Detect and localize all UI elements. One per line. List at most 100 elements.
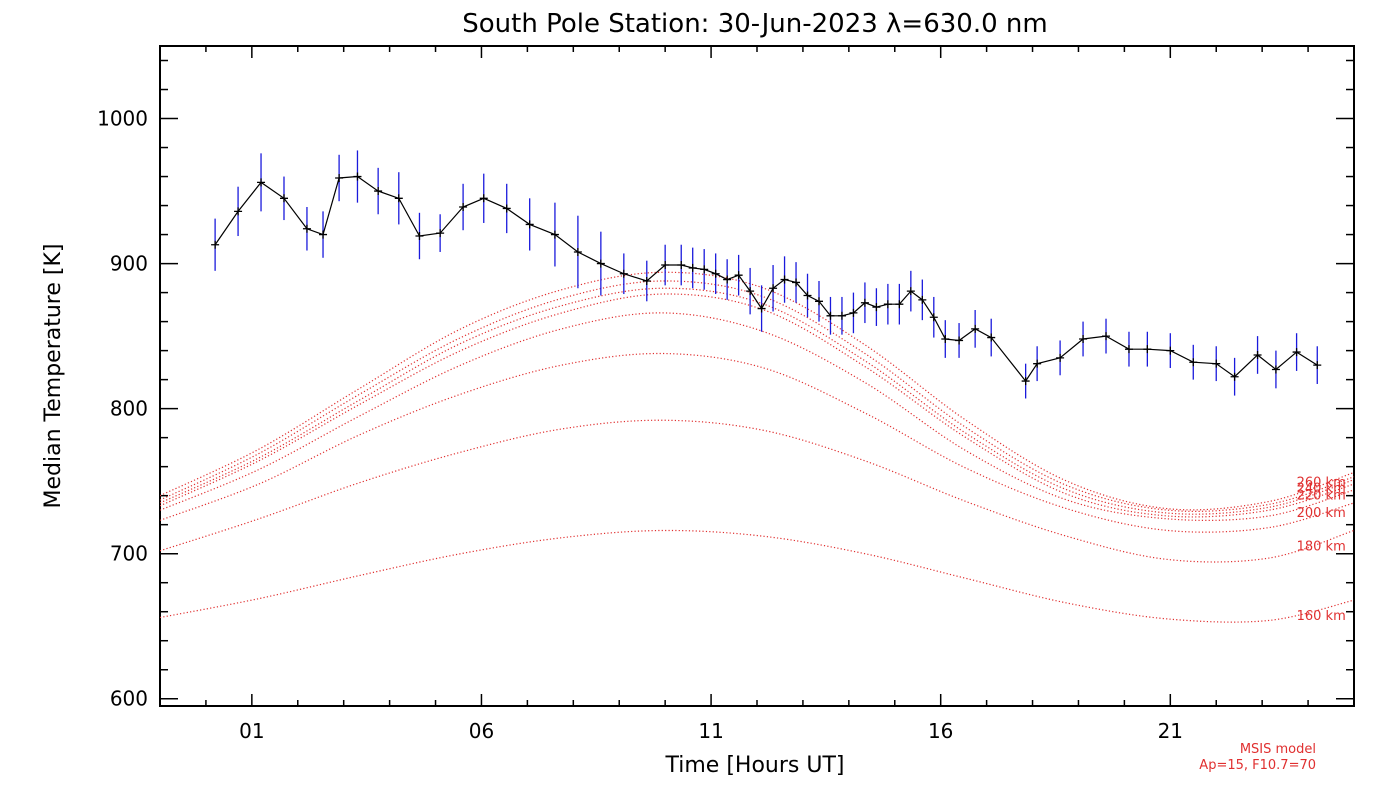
y-tick-label: 1000 — [97, 107, 148, 131]
axis-ticks — [159, 46, 1355, 706]
measurement-point — [677, 261, 686, 270]
measurement-point — [319, 230, 328, 239]
measurement-point — [573, 247, 582, 256]
measurement-point — [502, 204, 511, 213]
msis-curve — [160, 280, 1354, 512]
measurement-point — [918, 295, 927, 304]
measurement-point — [257, 178, 266, 187]
measurement-point — [826, 311, 835, 320]
x-tick-label: 11 — [698, 719, 723, 743]
msis-model-curves — [160, 271, 1354, 623]
measurement-point — [1271, 365, 1280, 374]
measurement-point — [1230, 372, 1239, 381]
measurement-point — [746, 287, 755, 296]
measurement-point — [642, 276, 651, 285]
x-axis-title: Time [Hours UT] — [665, 753, 845, 778]
msis-curve-label: 200 km — [1297, 506, 1346, 521]
x-tick-label: 06 — [469, 719, 494, 743]
measurement-point — [234, 207, 243, 216]
measurement-point — [1143, 345, 1152, 354]
measurement-point — [769, 284, 778, 293]
y-tick-labels: 600 700 800 900 1000 — [97, 107, 148, 711]
measurement-point — [780, 275, 789, 284]
measurement-point — [1189, 358, 1198, 367]
measurement-point — [661, 261, 670, 270]
measurement-point — [1124, 345, 1133, 354]
measurement-point — [459, 203, 468, 212]
msis-curve-label: 220 km — [1297, 489, 1346, 504]
measurement-point — [415, 232, 424, 241]
measurement-point — [849, 308, 858, 317]
y-tick-label: 600 — [110, 687, 148, 711]
measurement-point — [757, 304, 766, 313]
measurement-point — [1033, 359, 1042, 368]
measurement-point — [479, 194, 488, 203]
measurement-point — [971, 324, 980, 333]
measurement-point — [895, 300, 904, 309]
measurement-point — [335, 174, 344, 182]
measurement-point — [734, 271, 743, 280]
measurement-point — [906, 287, 915, 296]
plot-frame — [159, 45, 1355, 707]
x-tick-labels: 01 06 11 16 21 — [239, 719, 1183, 743]
measurement-point — [279, 194, 288, 203]
measurement-point — [837, 311, 846, 320]
measurement-point — [619, 269, 628, 278]
measurement-point — [302, 224, 311, 233]
measurement-point — [1079, 335, 1088, 344]
measurement-point — [688, 263, 697, 272]
measurement-point — [394, 194, 403, 203]
chart-title: South Pole Station: 30-Jun-2023 λ=630.0 … — [462, 9, 1047, 39]
measurement-point — [1166, 346, 1175, 355]
measurement-point — [814, 297, 823, 306]
y-tick-label: 800 — [110, 397, 148, 421]
measurement-markers — [211, 172, 1322, 386]
msis-curve — [160, 287, 1354, 515]
msis-curve — [160, 271, 1354, 511]
measurement-point — [941, 335, 950, 344]
measurement-point — [596, 259, 605, 268]
msis-note-line-2: Ap=15, F10.7=70 — [1199, 758, 1316, 773]
measurement-point — [1056, 353, 1065, 362]
measurement-point — [1313, 361, 1322, 370]
msis-note-line-1: MSIS model — [1240, 742, 1316, 757]
msis-curve — [160, 419, 1354, 563]
measurement-point — [1102, 332, 1111, 341]
msis-curve — [160, 312, 1354, 522]
x-tick-label: 16 — [928, 719, 953, 743]
measurement-point — [723, 275, 732, 284]
y-axis-title: Median Temperature [K] — [41, 244, 66, 509]
msis-curve-label: 180 km — [1297, 539, 1346, 554]
measurement-point — [700, 265, 709, 274]
measurement-point — [1212, 359, 1221, 368]
x-tick-label: 21 — [1158, 719, 1183, 743]
x-tick-label: 01 — [239, 719, 264, 743]
msis-curve — [160, 529, 1354, 623]
measurement-point — [1021, 377, 1030, 386]
measurement-point — [1292, 348, 1301, 357]
measurement-point — [792, 278, 801, 287]
error-bars — [214, 150, 1318, 399]
measurement-point — [436, 229, 445, 238]
measurement-point — [711, 269, 720, 278]
msis-curve-label: 160 km — [1297, 609, 1346, 624]
measurement-point — [929, 313, 938, 322]
msis-curve-label: 240 km — [1297, 481, 1346, 496]
msis-curve — [160, 293, 1354, 518]
measurement-point — [525, 220, 534, 229]
measurement-point — [987, 333, 996, 342]
measurement-point — [353, 172, 362, 181]
msis-curve-label: 260 km — [1297, 476, 1346, 491]
msis-curve — [160, 352, 1354, 533]
measurement-point — [860, 298, 869, 307]
measurement-point — [803, 291, 812, 300]
measurement-point — [883, 300, 892, 309]
measurement-point — [550, 230, 559, 239]
measurement-point — [374, 187, 383, 196]
measurement-point — [872, 303, 881, 312]
measurement-point — [211, 240, 220, 249]
y-tick-label: 900 — [110, 252, 148, 276]
measurement-line — [214, 175, 1318, 383]
